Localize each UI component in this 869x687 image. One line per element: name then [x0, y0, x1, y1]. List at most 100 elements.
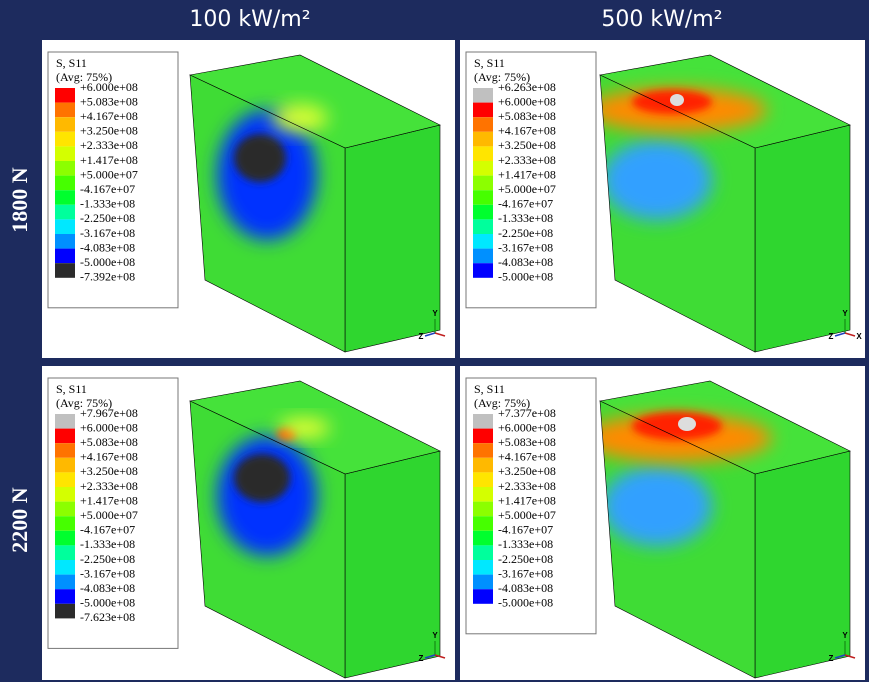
legend-swatch — [55, 234, 75, 249]
legend-swatch — [55, 219, 75, 234]
panel: S, S11(Avg: 75%)+6.263e+08+6.000e+08+5.0… — [460, 40, 865, 358]
block-side — [755, 451, 850, 678]
legend-label: +5.083e+08 — [498, 109, 556, 123]
legend-swatch — [55, 161, 75, 176]
legend-label: +2.333e+08 — [498, 479, 556, 493]
legend-swatch — [473, 234, 493, 249]
legend-label: +6.000e+08 — [80, 80, 138, 94]
stress-region — [234, 134, 286, 182]
legend-label: -7.623e+08 — [80, 610, 135, 624]
stress-region — [234, 454, 290, 502]
legend-label: -1.333e+08 — [498, 211, 553, 225]
legend-label: +5.083e+08 — [498, 435, 556, 449]
legend-title: S, S11 — [56, 382, 87, 396]
legend-swatch — [473, 132, 493, 147]
legend-swatch — [473, 443, 493, 458]
triad-label: Z — [419, 654, 424, 663]
legend-swatch — [55, 414, 75, 429]
legend-label: -4.167e+07 — [80, 523, 135, 537]
legend-label: +6.000e+08 — [498, 420, 556, 434]
triad-label: Z — [419, 332, 424, 341]
stress-region — [632, 412, 722, 440]
legend-swatch — [55, 263, 75, 278]
legend-swatch — [473, 249, 493, 264]
legend-swatch — [55, 575, 75, 590]
legend-title: S, S11 — [474, 382, 505, 396]
legend-label: -4.167e+07 — [498, 523, 553, 537]
legend-label: -1.333e+08 — [498, 537, 553, 551]
legend-swatch — [55, 205, 75, 220]
legend-swatch — [55, 487, 75, 502]
legend-label: -1.333e+08 — [80, 537, 135, 551]
legend-swatch — [473, 205, 493, 220]
panel: S, S11(Avg: 75%)+7.967e+08+6.000e+08+5.0… — [42, 366, 455, 680]
legend-title: S, S11 — [474, 56, 505, 70]
triad-label: Z — [829, 654, 834, 663]
panel: S, S11(Avg: 75%)+7.377e+08+6.000e+08+5.0… — [460, 366, 865, 680]
legend-swatch — [55, 604, 75, 619]
legend-swatch — [55, 146, 75, 161]
column-header: 500 kW/m² — [601, 7, 722, 32]
stress-region — [602, 140, 712, 220]
legend-label: +4.167e+08 — [498, 450, 556, 464]
legend-swatch — [473, 502, 493, 517]
legend-swatch — [473, 575, 493, 590]
triad-label: Y — [842, 631, 848, 640]
legend-label: +3.250e+08 — [498, 138, 556, 152]
row-header: 2200 N — [7, 487, 32, 553]
stress-region — [602, 466, 712, 546]
legend-swatch — [55, 443, 75, 458]
legend-label: -4.083e+08 — [80, 240, 135, 254]
legend-label: -3.167e+08 — [80, 226, 135, 240]
legend-label: +1.417e+08 — [80, 493, 138, 507]
legend-label: -3.167e+08 — [80, 566, 135, 580]
row-header: 1800 N — [7, 167, 32, 233]
legend-label: +5.000e+07 — [80, 167, 138, 181]
legend-label: -7.392e+08 — [80, 270, 135, 284]
legend-label: -1.333e+08 — [80, 197, 135, 211]
triad-label: Y — [432, 631, 438, 640]
legend-swatch — [473, 589, 493, 604]
legend-label: -2.250e+08 — [80, 211, 135, 225]
legend-label: +5.000e+07 — [498, 182, 556, 196]
legend-swatch — [473, 545, 493, 560]
legend-label: -4.083e+08 — [498, 581, 553, 595]
legend-label: +2.333e+08 — [498, 153, 556, 167]
legend-label: +1.417e+08 — [498, 167, 556, 181]
legend-label: +2.333e+08 — [80, 479, 138, 493]
legend-label: +4.167e+08 — [80, 450, 138, 464]
legend-swatch — [473, 458, 493, 473]
legend-swatch — [55, 103, 75, 118]
legend-label: -2.250e+08 — [80, 552, 135, 566]
triad-label: Y — [842, 309, 848, 318]
legend-label: -4.083e+08 — [80, 581, 135, 595]
legend-swatch — [55, 117, 75, 132]
legend-swatch — [473, 176, 493, 191]
legend-swatch — [55, 545, 75, 560]
legend-label: -4.167e+07 — [80, 182, 135, 196]
figure: 100 kW/m² 500 kW/m² 1800 N 2200 N S, S11… — [0, 0, 869, 682]
legend-label: +7.377e+08 — [498, 406, 556, 420]
stress-region — [278, 418, 330, 438]
legend-label: +5.000e+07 — [498, 508, 556, 522]
block-side — [345, 451, 440, 678]
legend-label: +4.167e+08 — [498, 124, 556, 138]
legend-swatch — [473, 117, 493, 132]
legend-swatch — [55, 472, 75, 487]
legend-label: -5.000e+08 — [80, 255, 135, 269]
legend-label: -3.167e+08 — [498, 566, 553, 580]
legend-label: +7.967e+08 — [80, 406, 138, 420]
legend-label: -4.083e+08 — [498, 255, 553, 269]
legend-label: +3.250e+08 — [80, 464, 138, 478]
legend-label: +1.417e+08 — [80, 153, 138, 167]
legend-swatch — [473, 531, 493, 546]
block-side — [755, 125, 850, 352]
legend-label: -2.250e+08 — [498, 552, 553, 566]
legend-swatch — [473, 487, 493, 502]
legend-title: S, S11 — [56, 56, 87, 70]
stress-region — [670, 94, 684, 106]
legend-label: +4.167e+08 — [80, 109, 138, 123]
legend-swatch — [55, 458, 75, 473]
legend-swatch — [473, 560, 493, 575]
triad-label: Z — [829, 332, 834, 341]
